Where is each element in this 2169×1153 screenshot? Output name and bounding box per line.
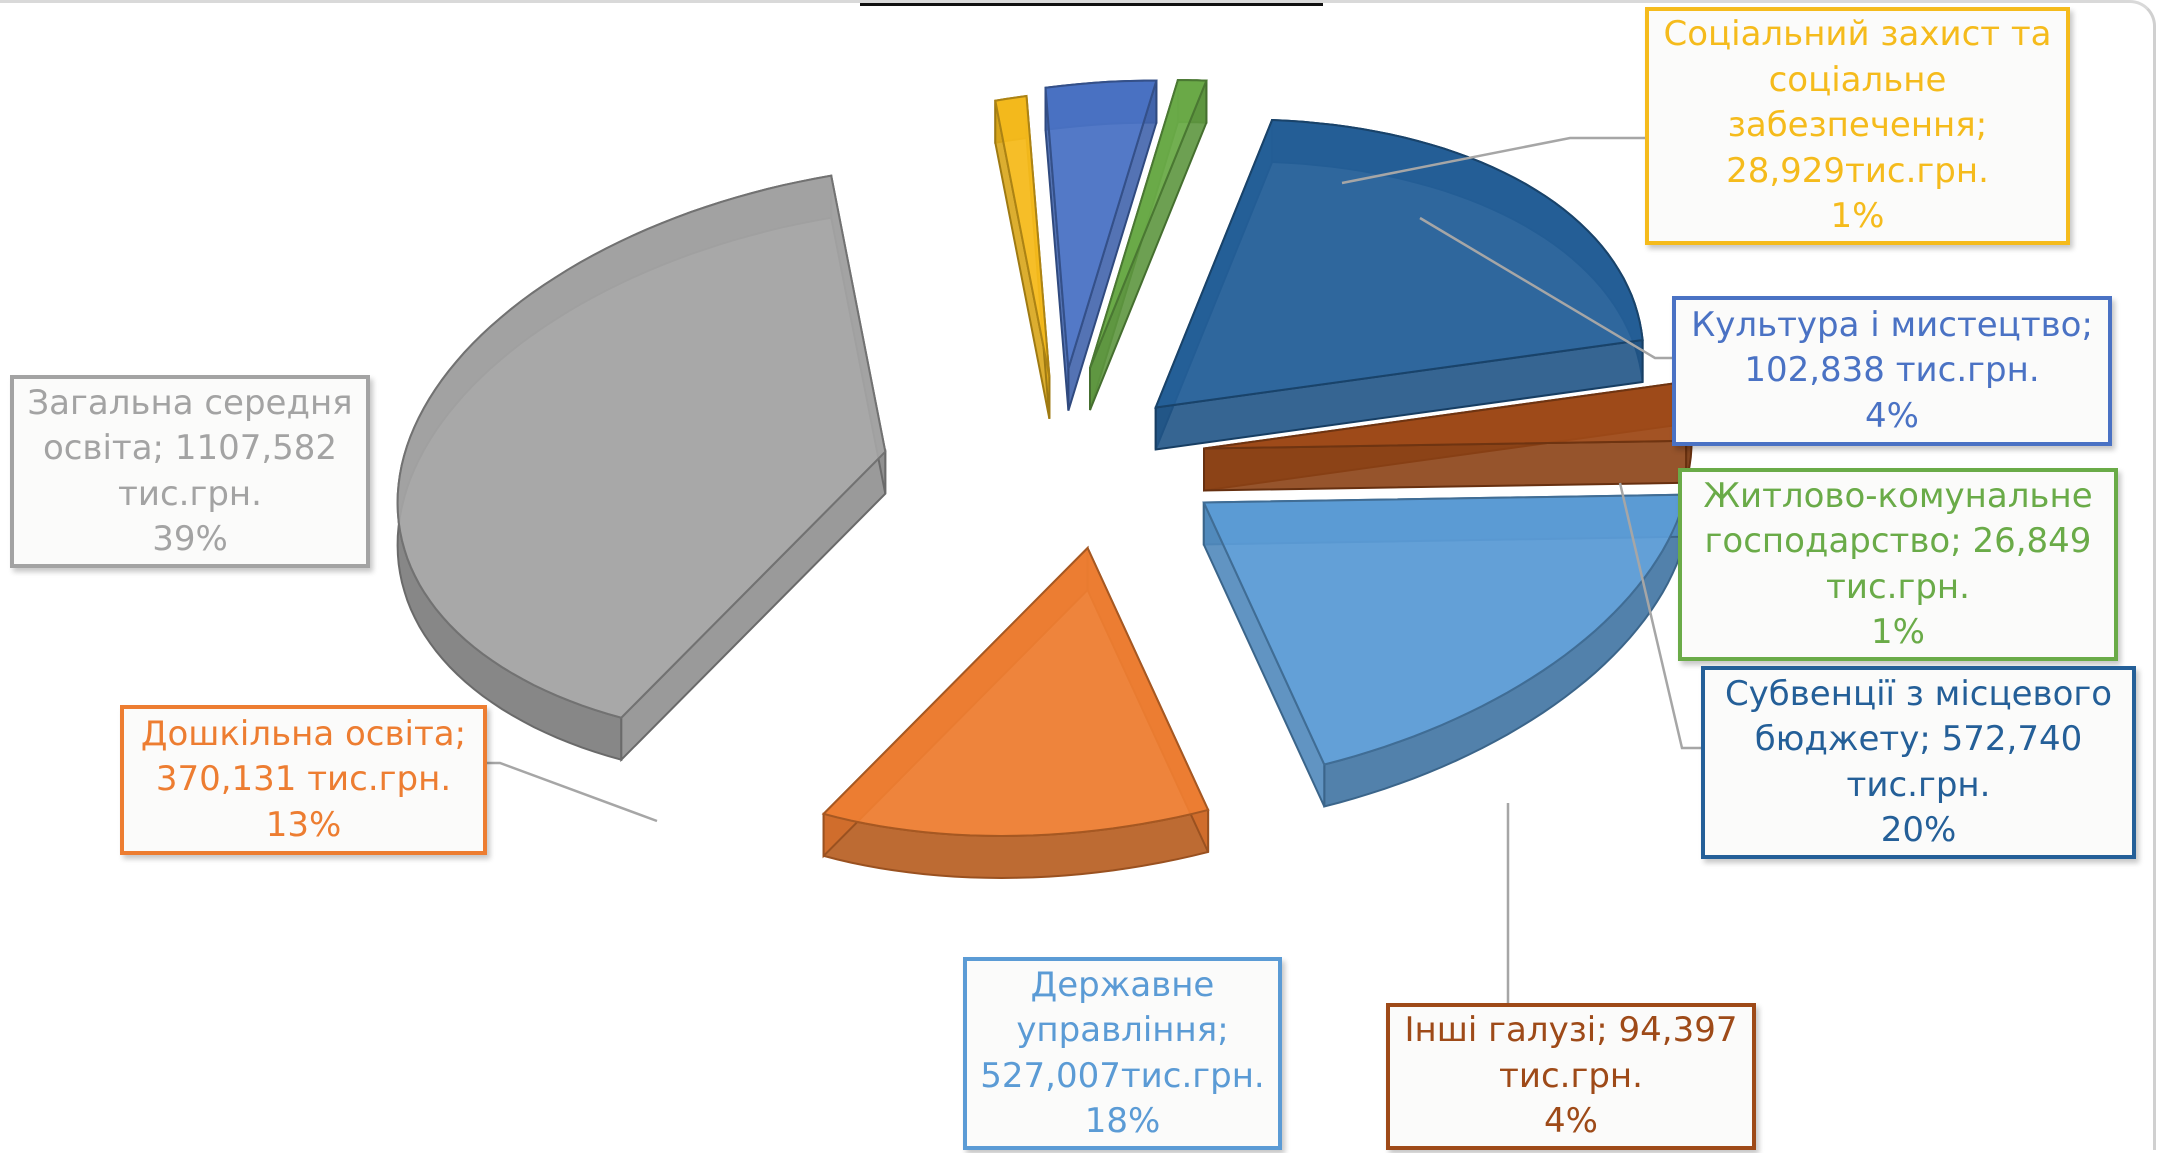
data-label-line: Соціальний захист та	[1663, 14, 2052, 55]
data-label-line: тис.грн.	[1846, 764, 1991, 805]
data-label-line: бюджету; 572,740	[1754, 719, 2083, 759]
top-tab-marker	[860, 3, 1323, 6]
data-label-line: Дошкільна освіта;	[140, 713, 467, 754]
data-label-line: Культура і мистецтво;	[1691, 304, 2093, 345]
data-label-line: 1%	[1871, 612, 1925, 652]
leader-line	[487, 761, 658, 823]
leader-line	[1419, 216, 1672, 360]
data-label-line: управління;	[1016, 1010, 1229, 1050]
data-label-line: тис.грн.	[1826, 566, 1970, 607]
data-label-line: тис.грн.	[1499, 1055, 1643, 1096]
pie-chart	[396, 79, 1701, 1006]
data-label-line: 370,131 тис.грн.	[155, 759, 452, 800]
pie-slice-1	[1044, 79, 1158, 411]
data-label-line: 20%	[1880, 810, 1957, 850]
pie-slice-4	[1203, 379, 1693, 492]
pie-slice-top	[1044, 79, 1158, 369]
data-label-7: Загальна середня освіта; 1107,582 тис.грн.…	[10, 375, 370, 568]
data-label-line: тис.грн.	[118, 473, 262, 514]
data-label-line: 527,007тис.грн.	[980, 1055, 1265, 1096]
pie-slice-7	[396, 174, 887, 763]
data-label-3: Субвенції з місцевого бюджету; 572,740 тис…	[1701, 666, 2136, 859]
data-label-line: 13%	[265, 804, 342, 845]
leader-line	[1341, 136, 1645, 185]
leader-line	[1618, 482, 1701, 750]
pie-slice-top	[1089, 79, 1208, 369]
pie-slice-top	[1202, 493, 1688, 766]
data-label-line: Загальна середня	[27, 382, 353, 423]
pie-slice-6	[821, 545, 1210, 880]
data-label-line: 102,838 тис.грн.	[1744, 350, 2040, 391]
data-label-0: Соціальний захист та соціальне забезпеченн…	[1645, 7, 2070, 245]
data-label-line: 18%	[1084, 1101, 1161, 1141]
data-label-6: Дошкільна освіта; 370,131 тис.грн. 13%	[120, 705, 487, 855]
data-label-line: Житлово-комунальне	[1703, 475, 2093, 516]
data-label-line: Інші галузі; 94,397	[1404, 1010, 1738, 1051]
data-label-4: Інші галузі; 94,397 тис.грн. 4%	[1386, 1003, 1756, 1150]
pie-slice-top	[994, 94, 1051, 377]
data-label-2: Житлово-комунальне господарство; 26,849 ти…	[1678, 468, 2118, 661]
pie-slice-2	[1089, 79, 1208, 411]
pie-slice-3	[1154, 118, 1644, 451]
data-label-line: 4%	[1865, 395, 1919, 436]
data-label-line: 39%	[152, 519, 228, 559]
pie-slice-top	[1154, 118, 1644, 409]
data-label-line: 1%	[1830, 196, 1885, 237]
data-label-line: 28,929тис.грн.	[1726, 150, 1989, 191]
data-label-1: Культура і мистецтво; 102,838 тис.грн. 4%	[1672, 296, 2112, 446]
data-label-line: 4%	[1544, 1101, 1598, 1142]
pie-slice-0	[994, 94, 1051, 419]
pie-slice-top	[396, 174, 887, 719]
data-label-line: забезпечення;	[1727, 105, 1988, 146]
data-label-line: освіта; 1107,582	[42, 428, 338, 468]
data-label-line: соціальне	[1768, 59, 1947, 100]
data-label-line: господарство; 26,849	[1704, 521, 2092, 561]
data-label-line: Субвенції з місцевого	[1724, 673, 2113, 714]
data-label-line: Державне	[1030, 964, 1215, 1005]
data-label-5: Державне управління; 527,007тис.грн. 18%	[963, 957, 1282, 1150]
pie-slice-top	[821, 546, 1210, 838]
pie-slice-5	[1202, 493, 1688, 808]
